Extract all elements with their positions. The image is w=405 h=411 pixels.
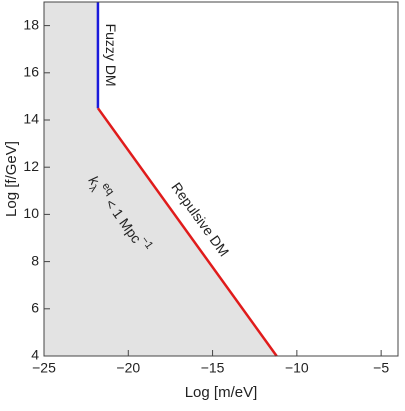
y-tick-label: 14 bbox=[23, 111, 39, 127]
y-axis-title: Log [f/GeV] bbox=[3, 141, 20, 217]
series-label: Fuzzy DM bbox=[103, 24, 119, 87]
x-tick-label: −10 bbox=[285, 360, 309, 376]
plot-frame bbox=[43, 1, 399, 357]
y-tick-label: 6 bbox=[31, 300, 39, 316]
y-tick-label: 18 bbox=[23, 16, 39, 32]
x-tick-label: −25 bbox=[32, 360, 56, 376]
annotation-part: −1 bbox=[138, 234, 155, 251]
y-tick-label: 10 bbox=[23, 205, 39, 221]
annotation-part: eq bbox=[99, 180, 116, 197]
x-axis-title: Log [m/eV] bbox=[185, 384, 258, 401]
boundary-line bbox=[96, 107, 278, 357]
y-tick-label: 12 bbox=[23, 158, 39, 174]
x-tick-label: −5 bbox=[373, 360, 389, 376]
y-tick-label: 8 bbox=[31, 252, 39, 268]
y-tick-label: 4 bbox=[31, 347, 39, 363]
excluded-region bbox=[44, 2, 277, 356]
annotation-part: λ bbox=[87, 183, 100, 195]
y-tick-label: 16 bbox=[23, 64, 39, 80]
x-tick-label: −15 bbox=[201, 360, 225, 376]
x-tick-label: −20 bbox=[116, 360, 140, 376]
